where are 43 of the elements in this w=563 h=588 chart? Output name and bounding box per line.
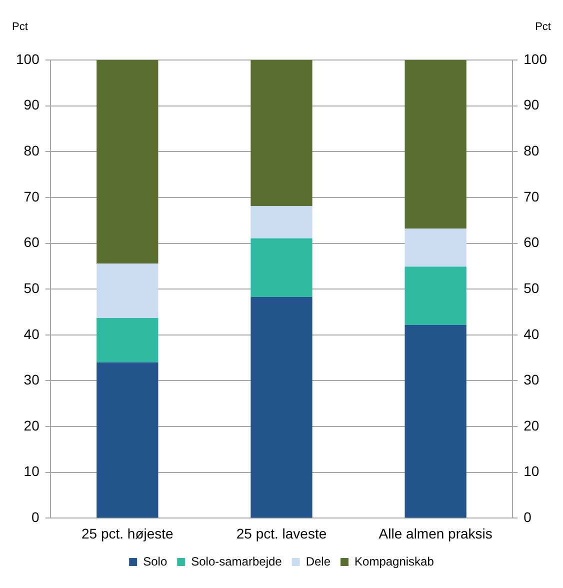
- y-tick-label: 50: [24, 280, 40, 296]
- bar: [96, 60, 158, 264]
- y2-tick-label: 20: [524, 417, 540, 434]
- bar: [250, 296, 312, 518]
- y2-tick-label: 30: [524, 372, 540, 388]
- x-tick-label: 25 pct. laveste: [236, 525, 327, 542]
- y2-tick-label: 70: [524, 188, 540, 204]
- bar: [250, 206, 312, 238]
- y-tick-label: 80: [24, 142, 40, 158]
- y2-tick-label: 80: [524, 142, 540, 158]
- y2-tick-label: 0: [524, 509, 532, 526]
- bar: [404, 60, 466, 229]
- y-tick-label: 90: [24, 96, 40, 113]
- y2-tick-label: 100: [524, 50, 548, 67]
- legend-label: Dele: [306, 554, 331, 568]
- y2-tick-label: 90: [524, 96, 540, 113]
- y-axis-title: Pct: [12, 21, 28, 34]
- bar: [250, 238, 312, 297]
- bar: [404, 228, 466, 267]
- y-tick-label: 30: [24, 372, 40, 388]
- bar: [250, 60, 312, 206]
- legend-label: Solo: [143, 554, 168, 568]
- y2-tick-label: 50: [524, 280, 540, 296]
- y-tick-label: 100: [16, 50, 40, 67]
- y-tick-label: 20: [24, 417, 40, 434]
- x-tick-label: 25 pct. højeste: [81, 525, 174, 542]
- y2-axis-title: Pct: [535, 21, 551, 34]
- bar: [96, 362, 158, 518]
- bar: [404, 266, 466, 325]
- y2-tick-label: 10: [524, 463, 540, 480]
- y-tick-label: 10: [24, 463, 40, 480]
- bar: [404, 324, 466, 518]
- legend-label: Kompagniskab: [354, 554, 434, 568]
- y-tick-label: 60: [24, 234, 40, 250]
- y2-tick-label: 40: [524, 326, 540, 342]
- bar: [96, 318, 158, 362]
- bar: [96, 263, 158, 318]
- x-tick-label: Alle almen praksis: [378, 525, 492, 542]
- y2-tick-label: 60: [524, 234, 540, 250]
- y-tick-label: 70: [24, 188, 40, 204]
- y-tick-label: 40: [24, 326, 40, 342]
- legend-label: Solo-samarbejde: [191, 554, 282, 568]
- y-tick-label: 0: [32, 509, 40, 526]
